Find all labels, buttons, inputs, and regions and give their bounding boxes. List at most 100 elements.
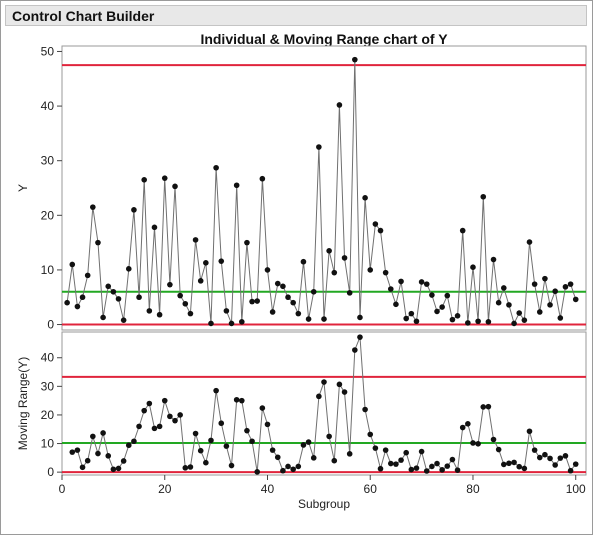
individual-data-point [459,227,466,234]
moving-range-data-point [79,464,86,471]
moving-range-data-point [285,463,291,470]
moving-range-data-point [403,449,409,456]
moving-range-data-point [269,447,276,453]
individual-data-point [418,279,425,285]
individual-data-point [449,316,456,323]
moving-range-data-point [526,428,533,435]
moving-range-data-point [84,457,91,464]
individual-data-point [336,102,343,108]
individual-data-point [146,308,153,314]
individual-y-tick-label: 0 [47,318,54,332]
individual-data-point [177,292,183,299]
moving-range-data-point [408,466,415,473]
moving-range-data-point [439,467,445,473]
individual-y-tick-label: 30 [41,154,55,168]
moving-range-data-point [239,397,245,404]
individual-data-point [490,256,497,263]
x-axis-label: Subgroup [298,497,350,511]
moving-range-data-point [341,389,348,395]
moving-range-panel: 0 10 20 30 40 Moving Range(Y) [16,331,587,479]
individual-data-point [377,227,384,234]
moving-range-data-point [459,424,466,431]
moving-range-y-tick-label: 20 [41,408,55,422]
moving-range-data-point [542,451,548,458]
individual-data-point [239,319,245,325]
moving-range-data-point [274,454,281,461]
moving-range-data-point [182,465,189,471]
moving-range-data-point [382,447,389,453]
moving-range-data-point [161,397,168,404]
moving-range-data-point [197,447,204,454]
moving-range-data-point [572,461,579,467]
individual-data-point [316,144,322,150]
individual-data-point [208,320,214,327]
individual-data-point [429,292,435,298]
individual-data-point [74,303,81,310]
individual-data-point [382,269,389,276]
x-tick-label: 80 [466,482,480,496]
moving-range-data-point [516,463,523,470]
moving-range-data-point [434,460,440,467]
moving-range-data-point [444,463,451,469]
individual-data-point [141,177,147,183]
individual-data-point [187,310,194,317]
individual-data-point [269,309,276,315]
individual-data-point [326,248,332,254]
individual-data-point [264,267,271,273]
x-tick-label: 100 [566,482,586,496]
individual-plot-frame [61,45,587,331]
individual-data-point [218,258,225,264]
moving-range-data-point [95,450,101,457]
moving-range-data-point [454,467,461,473]
moving-range-data-point [125,442,132,449]
moving-range-data-point [100,430,106,436]
moving-range-data-point [552,462,558,468]
individual-data-point [233,182,240,189]
individual-data-point [501,285,507,291]
individual-data-point [516,310,523,316]
individual-data-point [511,320,517,327]
individual-y-tick-label: 10 [41,263,55,277]
individual-data-point [480,193,487,200]
individual-data-point [192,237,199,243]
moving-range-data-point [331,457,338,464]
moving-range-data-point [418,448,425,455]
individual-data-point [125,266,132,272]
moving-range-data-point [413,465,420,471]
individual-data-point [552,288,558,295]
individual-data-point [321,316,327,322]
moving-range-data-point [377,465,384,472]
moving-range-data-point [352,347,358,353]
individual-data-point [203,260,209,266]
moving-range-data-point [423,468,430,474]
individual-data-point [413,318,420,325]
title-bar: Control Chart Builder [5,5,587,26]
individual-data-point [285,294,291,301]
individual-data-point [110,288,117,295]
individual-data-point [372,221,379,227]
individual-data-point [393,301,399,308]
x-tick-label: 20 [158,482,172,496]
moving-range-data-point [521,465,528,472]
moving-range-data-point [300,442,307,448]
individual-data-point [526,239,533,245]
individual-data-point [305,316,312,322]
individual-data-point [387,286,394,292]
moving-range-data-point [290,466,296,473]
individual-data-point [84,272,91,279]
individual-data-point [352,56,358,63]
moving-range-data-point [249,438,255,445]
individual-data-point [95,239,101,246]
individual-data-point [228,320,235,327]
moving-range-data-point [187,464,194,470]
individual-data-point [341,255,348,261]
individual-data-point [362,195,368,201]
moving-range-data-point [567,467,574,474]
moving-range-data-point [449,456,456,463]
individual-data-point [475,318,481,325]
moving-range-data-point [372,445,379,451]
individual-data-point [495,299,502,306]
individual-data-point [423,281,430,287]
individual-data-point [403,315,409,322]
individual-data-point [100,314,106,321]
